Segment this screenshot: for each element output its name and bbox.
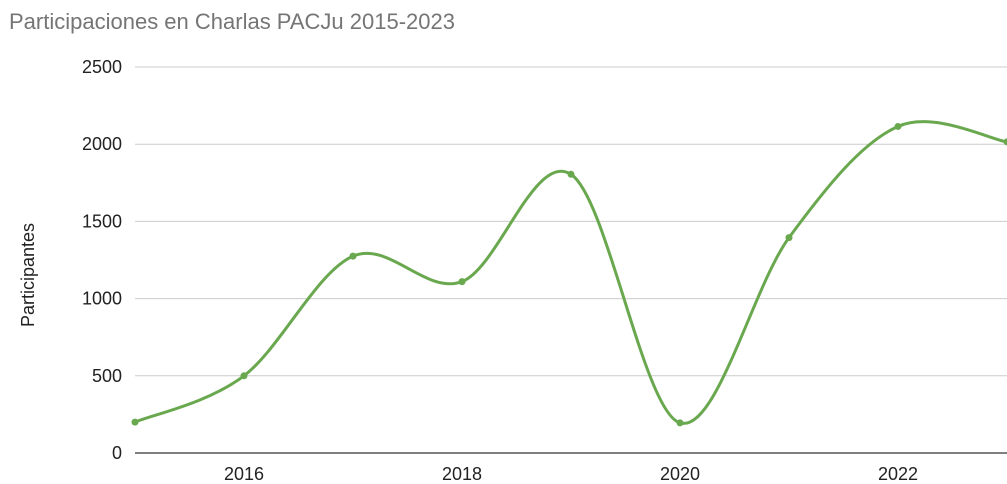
data-point-2015[interactable] — [131, 418, 139, 426]
data-point-2020[interactable] — [676, 419, 684, 427]
x-tick-label-2018: 2018 — [442, 464, 482, 484]
series-line-0 — [133, 120, 1007, 425]
x-tick-label-2016: 2016 — [224, 464, 264, 484]
data-point-2021[interactable] — [785, 234, 793, 242]
data-point-2023[interactable] — [1003, 138, 1007, 146]
data-point-2017[interactable] — [349, 252, 357, 260]
y-tick-label-2500: 2500 — [82, 57, 122, 77]
data-point-2019[interactable] — [567, 170, 575, 178]
y-tick-label-0: 0 — [112, 443, 122, 463]
gridlines — [135, 66, 1007, 454]
y-axis-tick-labels: 0 500 1000 1500 2000 2500 — [82, 57, 122, 463]
y-tick-label-1000: 1000 — [82, 289, 122, 309]
x-tick-label-2022: 2022 — [878, 464, 918, 484]
y-tick-label-1500: 1500 — [82, 211, 122, 231]
y-axis-title: Participantes — [18, 223, 38, 327]
y-tick-label-500: 500 — [92, 366, 122, 386]
x-axis-tick-labels: 2016 2018 2020 2022 — [224, 464, 918, 484]
y-tick-label-2000: 2000 — [82, 134, 122, 154]
series-layer — [131, 120, 1007, 427]
data-point-2022[interactable] — [894, 122, 902, 130]
x-tick-label-2020: 2020 — [660, 464, 700, 484]
chart-title: Participaciones en Charlas PACJu 2015-20… — [9, 9, 455, 34]
data-point-2016[interactable] — [240, 372, 248, 380]
data-point-2018[interactable] — [458, 278, 466, 286]
